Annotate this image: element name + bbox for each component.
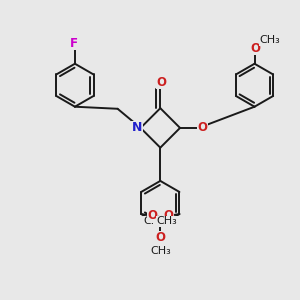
- Text: F: F: [70, 37, 78, 50]
- Text: CH₃: CH₃: [143, 216, 164, 226]
- Text: O: O: [197, 122, 207, 134]
- Text: O: O: [163, 209, 173, 222]
- Text: CH₃: CH₃: [260, 35, 280, 45]
- Text: CH₃: CH₃: [150, 246, 171, 256]
- Text: N: N: [132, 122, 142, 134]
- Text: O: O: [148, 209, 158, 222]
- Text: O: O: [155, 232, 165, 244]
- Text: CH₃: CH₃: [156, 216, 177, 226]
- Text: O: O: [157, 76, 167, 89]
- Text: O: O: [250, 42, 260, 55]
